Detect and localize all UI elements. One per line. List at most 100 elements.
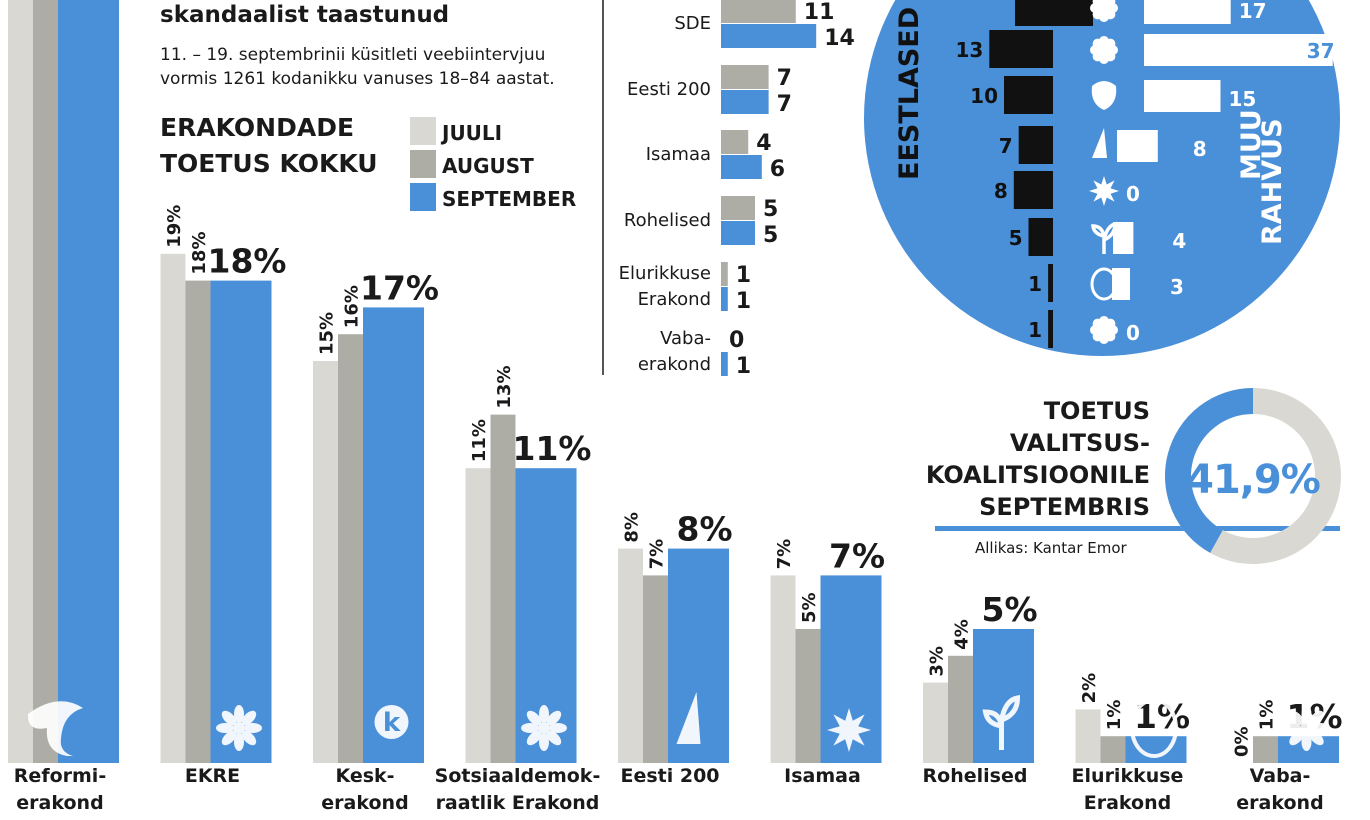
bar-juuli-3 <box>465 468 491 763</box>
eestlased-bar-3 <box>1018 126 1053 164</box>
mini-value-august-5: 0 <box>729 328 744 353</box>
bar-september-1 <box>210 280 272 763</box>
subtitle: skandaalist taastunud <box>160 2 449 28</box>
category-label-3-0: Sotsiaaldemok- <box>435 765 601 787</box>
category-label-7-0: Elurikkuse <box>1072 765 1184 787</box>
mini-value-september-2: 6 <box>770 157 785 182</box>
star-icon <box>827 708 871 752</box>
legend-label-august: AUGUST <box>442 154 534 178</box>
mini-bar-august-4 <box>721 262 728 286</box>
mini-value-august-1: 7 <box>777 66 792 91</box>
mini-category-3-0: Rohelised <box>624 210 711 231</box>
mini-value-september-5: 1 <box>736 354 751 379</box>
bar-juuli-4 <box>618 548 643 763</box>
label-eestlased: EESTLASED <box>894 7 925 180</box>
eestlased-value-7: 1 <box>1028 318 1042 342</box>
bar-august-1 <box>185 280 211 763</box>
label-rahvus: RAHVUS <box>1257 118 1288 245</box>
svg-text:k: k <box>383 708 401 738</box>
nationality-circle <box>864 0 1340 356</box>
chart-title-line-2: TOETUS KOKKU <box>160 149 378 178</box>
value-label-juuli-3: 11% <box>469 419 490 462</box>
muu-value-0: 17 <box>1239 0 1267 23</box>
value-label-september-4: 8% <box>676 510 732 549</box>
cornflower-icon <box>216 705 262 751</box>
sail-icon <box>676 692 701 744</box>
star-icon <box>1089 176 1119 206</box>
k-flower-icon <box>1090 36 1118 64</box>
eestlased-bar-7 <box>1048 310 1053 348</box>
eestlased-value-6: 1 <box>1028 272 1042 296</box>
bar-september-0 <box>58 0 119 763</box>
value-label-juuli-5: 7% <box>774 539 795 570</box>
bar-juuli-7 <box>1075 709 1101 763</box>
coalition-value: 41,9% <box>1186 457 1320 503</box>
legend: JUULI AUGUST SEPTEMBER <box>410 117 576 211</box>
category-label-5-0: Isamaa <box>784 765 861 787</box>
category-label-1-0: EKRE <box>185 765 240 787</box>
eestlased-value-1: 13 <box>955 38 983 62</box>
category-label-0-0: Reformi- <box>14 765 106 787</box>
eestlased-bar-1 <box>989 30 1053 68</box>
chart-title-line-1: ERAKONDADE <box>160 113 354 142</box>
eestlased-bar-4 <box>1013 171 1053 209</box>
legend-label-september: SEPTEMBER <box>442 187 576 211</box>
eestlased-bar-5 <box>1028 218 1053 256</box>
label-muu: MUU <box>1236 109 1267 180</box>
egg-icon <box>1130 698 1178 758</box>
coalition-line-4: SEPTEMBRIS <box>979 493 1150 521</box>
mini-bar-september-3 <box>721 221 755 245</box>
muu-value-2: 15 <box>1229 87 1257 111</box>
category-label-8-1: erakond <box>1236 792 1323 814</box>
sprout-icon <box>1091 221 1117 254</box>
value-label-september-3: 11% <box>513 429 592 468</box>
muu-bar-1 <box>1144 34 1333 66</box>
muu-value-7: 0 <box>1126 321 1140 345</box>
squirrel-icon <box>27 701 83 756</box>
mini-bar-september-1 <box>721 90 769 114</box>
muu-bar-5 <box>1113 222 1134 254</box>
coalition-underline <box>935 526 1340 531</box>
bar-september-2 <box>363 307 424 763</box>
value-label-september-1: 18% <box>208 242 287 281</box>
bar-august-4 <box>643 575 668 763</box>
mini-bar-september-0 <box>721 24 817 48</box>
main-bar-chart: Reformi-erakond19%18%18%EKRE15%16%17%kKe… <box>8 0 1343 814</box>
mini-value-august-3: 5 <box>763 197 778 222</box>
bar-august-2 <box>338 334 363 763</box>
donut-value-arc <box>1165 388 1254 553</box>
value-label-august-6: 4% <box>952 619 973 650</box>
mini-category-4-1: Erakond <box>638 289 711 310</box>
mini-bar-august-1 <box>721 65 769 89</box>
legend-swatch-september <box>410 183 436 211</box>
eestlased-bar-2 <box>1004 76 1053 114</box>
value-label-september-2: 17% <box>360 268 439 307</box>
value-label-august-2: 16% <box>342 285 363 328</box>
bar-august-8 <box>1253 736 1278 763</box>
bar-august-6 <box>948 655 973 763</box>
sail-icon <box>1092 128 1107 158</box>
value-label-juuli-1: 19% <box>164 205 185 248</box>
category-label-8-0: Vaba- <box>1250 765 1311 787</box>
bar-juuli-6 <box>923 682 948 763</box>
cornflower-icon <box>1090 0 1118 22</box>
bar-juuli-0 <box>8 0 33 763</box>
value-label-juuli-8: 0% <box>1232 726 1253 757</box>
muu-bar-6 <box>1112 268 1130 300</box>
legend-swatch-august <box>410 150 436 178</box>
mini-value-august-0: 11 <box>804 0 835 25</box>
mini-bar-september-5 <box>721 352 728 376</box>
mini-bar-september-4 <box>721 287 728 311</box>
coalition-line-3: KOALITSIOONILE <box>926 461 1150 489</box>
category-label-3-1: raatlik Erakond <box>436 792 600 814</box>
bar-juuli-2 <box>313 361 338 763</box>
mini-category-0-0: SDE <box>674 13 711 34</box>
eestlased-value-4: 8 <box>994 179 1008 203</box>
mini-value-august-2: 4 <box>756 131 771 156</box>
value-label-september-6: 5% <box>981 590 1037 629</box>
mini-bar-august-2 <box>721 130 749 154</box>
mini-value-september-4: 1 <box>736 289 751 314</box>
category-label-2-0: Kesk- <box>335 765 394 787</box>
